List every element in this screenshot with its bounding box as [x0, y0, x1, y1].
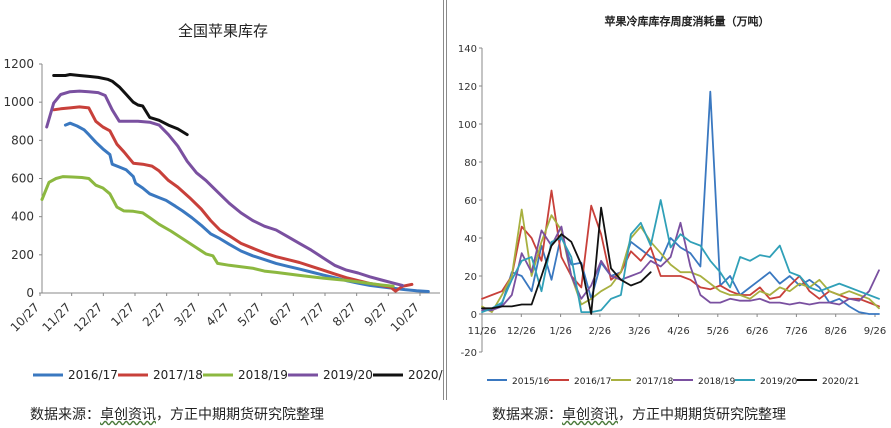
- y-tick-label: 1000: [3, 95, 34, 109]
- chart-title: 苹果冷库库存周度消耗量（万吨）: [605, 14, 770, 28]
- series-line: [481, 189, 880, 308]
- inventory-chart: 全国苹果库存02004006008001000120010/2711/2712/…: [3, 22, 457, 382]
- source-org: 卓创资讯: [100, 407, 156, 423]
- y-tick-label: 20: [464, 272, 477, 283]
- y-tick-label: 600: [11, 172, 34, 186]
- weekly-consumption-chart: 苹果冷库库存周度消耗量（万吨） -20 0 20 40 60 80 100 120 140 11/2…: [458, 14, 886, 387]
- legend-label: 2015/16: [512, 377, 550, 387]
- y-tick-label: 140: [458, 44, 477, 55]
- x-tick-label: 9/26: [864, 326, 886, 337]
- legend-label: 2018/19: [238, 368, 288, 382]
- legend-label: 2017/18: [636, 377, 674, 387]
- y-tick-label: 200: [11, 248, 34, 262]
- x-tick-label: 5/27: [235, 300, 264, 329]
- chart-title: 全国苹果库存: [178, 22, 268, 40]
- series-line: [40, 175, 395, 288]
- source-org: 卓创资讯: [562, 407, 618, 423]
- x-tick-label: 3/27: [171, 300, 200, 329]
- x-tick-label: 7/26: [785, 326, 807, 337]
- weekly-consumption-chart-panel: 苹果冷库库存周度消耗量（万吨） -20 0 20 40 60 80 100 120 140 11/2…: [446, 0, 891, 400]
- y-tick-label: 60: [464, 196, 477, 207]
- y-tick-label: 40: [464, 234, 477, 245]
- x-tick-label: 8/26: [824, 326, 846, 337]
- legend-label: 2019/20: [323, 368, 373, 382]
- y-tick-label: 400: [11, 210, 34, 224]
- y-tick-label: 100: [458, 120, 477, 131]
- x-tick-label: 1/26: [549, 326, 571, 337]
- x-tick-label: 4/27: [203, 300, 232, 329]
- series-line: [481, 221, 880, 312]
- series-line: [52, 73, 189, 137]
- x-tick-label: 9/27: [361, 300, 390, 329]
- legend-label: 2016/17: [574, 377, 611, 387]
- x-tick-label: 4/26: [667, 326, 689, 337]
- source-prefix: 数据来源：: [30, 407, 100, 423]
- x-tick-label: 6/26: [746, 326, 768, 337]
- legend-label: 2018/19: [698, 377, 736, 387]
- source-suffix: ，方正中期期货研究院整理: [156, 407, 324, 423]
- y-tick-label: 1200: [3, 57, 34, 71]
- x-tick-label: 2/27: [140, 300, 169, 329]
- x-tick-label: 6/27: [266, 300, 295, 329]
- x-tick-label: 10/27: [388, 300, 422, 334]
- inventory-chart-panel: 全国苹果库存 0 200 400 600 800 1000 1200 10/27 11/27 12/…: [0, 0, 458, 400]
- series-line: [481, 208, 880, 314]
- legend-label: 2016/17: [68, 368, 118, 382]
- y-tick-label: 0: [471, 310, 477, 321]
- legend-label: 2020/21: [822, 377, 859, 387]
- source-prefix: 数据来源：: [492, 407, 562, 423]
- source-suffix: ，方正中期期货研究院整理: [618, 407, 786, 423]
- x-tick-label: 11/27: [39, 300, 73, 334]
- legend-label: 2017/18: [153, 368, 203, 382]
- y-tick-label: 800: [11, 133, 34, 147]
- x-tick-label: 8/27: [330, 300, 359, 329]
- data-source-note-right: 数据来源：卓创资讯，方正中期期货研究院整理: [492, 404, 786, 424]
- y-tick-label: 0: [26, 286, 34, 300]
- data-source-note-left: 数据来源：卓创资讯，方正中期期货研究院整理: [30, 404, 324, 424]
- x-tick-label: 1/27: [108, 300, 137, 329]
- x-tick-label: 10/27: [8, 300, 42, 334]
- x-tick-label: 11/26: [468, 326, 497, 337]
- series-line: [481, 90, 880, 315]
- x-tick-label: 12/26: [507, 326, 536, 337]
- x-tick-label: 2/26: [589, 326, 611, 337]
- series-line: [481, 206, 652, 315]
- y-tick-label: 120: [458, 82, 477, 93]
- x-tick-label: 5/26: [707, 326, 729, 337]
- series-line: [45, 89, 404, 287]
- y-tick-label: -20: [461, 348, 477, 359]
- x-tick-label: 3/26: [628, 326, 650, 337]
- x-tick-label: 7/27: [298, 300, 327, 329]
- series-line: [52, 105, 414, 293]
- legend-label: 2019/20: [760, 377, 798, 387]
- x-tick-label: 12/27: [71, 300, 105, 334]
- y-tick-label: 80: [464, 158, 477, 169]
- legend-label: 2020/21: [408, 368, 443, 382]
